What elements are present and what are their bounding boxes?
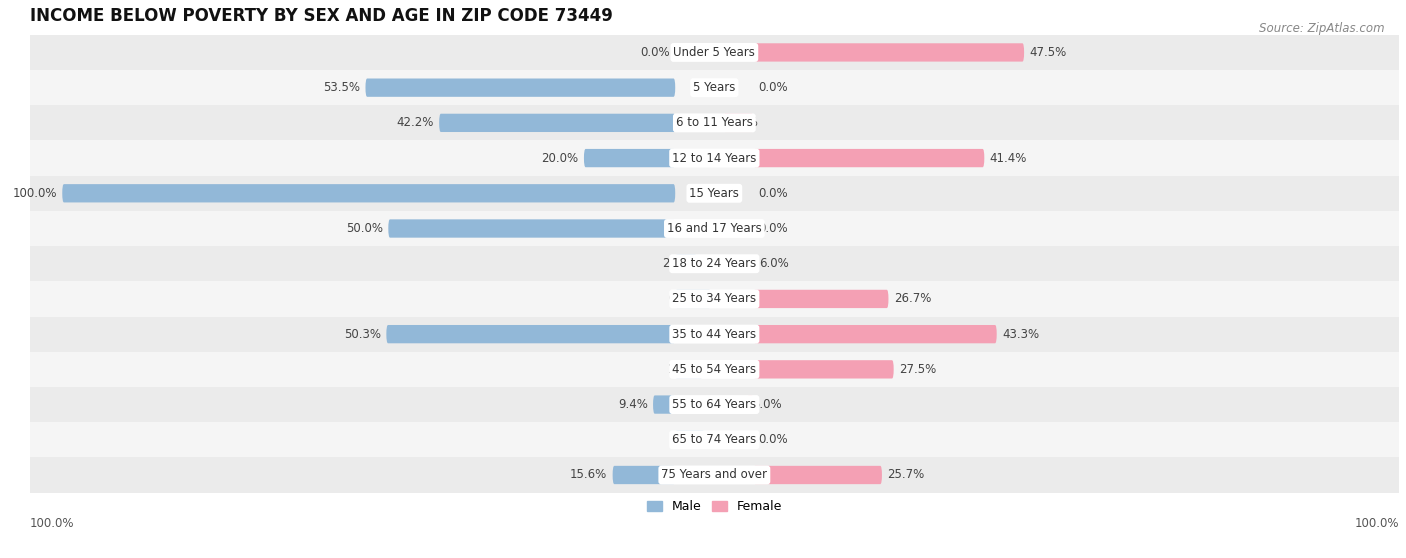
- FancyBboxPatch shape: [388, 219, 675, 238]
- FancyBboxPatch shape: [754, 325, 997, 343]
- FancyBboxPatch shape: [754, 149, 984, 167]
- Text: 0.0%: 0.0%: [759, 222, 789, 235]
- Bar: [30, 141, 1399, 176]
- Text: 41.4%: 41.4%: [990, 152, 1026, 165]
- FancyBboxPatch shape: [754, 290, 889, 308]
- Text: 50.0%: 50.0%: [346, 222, 382, 235]
- Text: 43.3%: 43.3%: [1002, 328, 1039, 340]
- Text: 100.0%: 100.0%: [30, 517, 75, 530]
- FancyBboxPatch shape: [754, 360, 894, 378]
- Text: 0.0%: 0.0%: [759, 433, 789, 446]
- Text: 1.8%: 1.8%: [668, 363, 697, 376]
- FancyBboxPatch shape: [675, 360, 703, 378]
- Text: 25 to 34 Years: 25 to 34 Years: [672, 292, 756, 305]
- FancyBboxPatch shape: [675, 290, 711, 308]
- Text: 0.0%: 0.0%: [640, 46, 671, 59]
- Bar: [30, 316, 1399, 352]
- FancyBboxPatch shape: [387, 325, 675, 343]
- FancyBboxPatch shape: [724, 114, 754, 132]
- Bar: [30, 246, 1399, 281]
- Bar: [30, 387, 1399, 422]
- FancyBboxPatch shape: [583, 149, 675, 167]
- Bar: [30, 422, 1399, 458]
- Text: INCOME BELOW POVERTY BY SEX AND AGE IN ZIP CODE 73449: INCOME BELOW POVERTY BY SEX AND AGE IN Z…: [30, 7, 613, 25]
- Text: 18 to 24 Years: 18 to 24 Years: [672, 257, 756, 270]
- FancyBboxPatch shape: [747, 396, 754, 413]
- Text: 5 Years: 5 Years: [693, 81, 735, 94]
- Text: 47.5%: 47.5%: [1029, 46, 1067, 59]
- Text: Under 5 Years: Under 5 Years: [673, 46, 755, 59]
- Text: 1.5%: 1.5%: [669, 433, 699, 446]
- Bar: [30, 70, 1399, 105]
- Text: 45 to 54 Years: 45 to 54 Years: [672, 363, 756, 376]
- Text: 6.0%: 6.0%: [759, 257, 789, 270]
- Text: 27.5%: 27.5%: [898, 363, 936, 376]
- Bar: [30, 35, 1399, 70]
- Text: Source: ZipAtlas.com: Source: ZipAtlas.com: [1260, 22, 1385, 35]
- FancyBboxPatch shape: [62, 184, 675, 203]
- Text: 50.3%: 50.3%: [344, 328, 381, 340]
- Text: 100.0%: 100.0%: [13, 187, 58, 200]
- Bar: [30, 176, 1399, 211]
- FancyBboxPatch shape: [754, 44, 1024, 61]
- FancyBboxPatch shape: [675, 254, 697, 273]
- Bar: [30, 458, 1399, 493]
- Text: 2.7%: 2.7%: [662, 257, 692, 270]
- Text: 35 to 44 Years: 35 to 44 Years: [672, 328, 756, 340]
- FancyBboxPatch shape: [675, 431, 704, 449]
- Text: 20.0%: 20.0%: [541, 152, 579, 165]
- Text: 1.4%: 1.4%: [728, 117, 759, 129]
- Text: 9.4%: 9.4%: [619, 398, 648, 411]
- Text: 12 to 14 Years: 12 to 14 Years: [672, 152, 756, 165]
- Legend: Male, Female: Male, Female: [641, 496, 787, 518]
- Text: 26.7%: 26.7%: [894, 292, 931, 305]
- Text: 5.0%: 5.0%: [752, 398, 782, 411]
- Text: 25.7%: 25.7%: [887, 469, 924, 482]
- Text: 0.0%: 0.0%: [759, 187, 789, 200]
- Text: 0.53%: 0.53%: [669, 292, 706, 305]
- FancyBboxPatch shape: [439, 114, 675, 132]
- Bar: [30, 105, 1399, 141]
- Text: 75 Years and over: 75 Years and over: [661, 469, 768, 482]
- Text: 65 to 74 Years: 65 to 74 Years: [672, 433, 756, 446]
- Bar: [30, 352, 1399, 387]
- Text: 0.0%: 0.0%: [759, 81, 789, 94]
- FancyBboxPatch shape: [366, 79, 675, 97]
- Text: 15.6%: 15.6%: [571, 469, 607, 482]
- Text: 100.0%: 100.0%: [1354, 517, 1399, 530]
- Text: 16 and 17 Years: 16 and 17 Years: [666, 222, 762, 235]
- FancyBboxPatch shape: [613, 466, 675, 484]
- Text: 42.2%: 42.2%: [396, 117, 434, 129]
- Bar: [30, 281, 1399, 316]
- Text: 55 to 64 Years: 55 to 64 Years: [672, 398, 756, 411]
- FancyBboxPatch shape: [754, 466, 882, 484]
- Text: 6 to 11 Years: 6 to 11 Years: [676, 117, 752, 129]
- Text: 15 Years: 15 Years: [689, 187, 740, 200]
- Bar: [30, 211, 1399, 246]
- Text: 53.5%: 53.5%: [323, 81, 360, 94]
- FancyBboxPatch shape: [652, 396, 675, 413]
